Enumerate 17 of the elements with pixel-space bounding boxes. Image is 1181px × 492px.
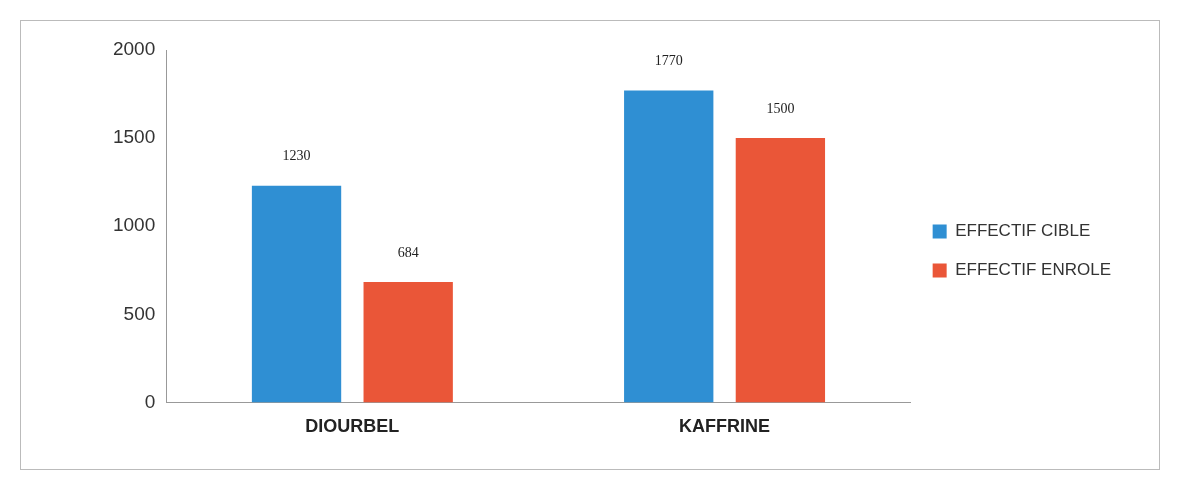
- bar: [363, 281, 453, 403]
- bar: [624, 90, 714, 403]
- legend-label: EFFECTIF ENROLE: [955, 260, 1112, 280]
- legend-label: EFFECTIF CIBLE: [955, 221, 1091, 241]
- y-tick-label: 1000: [112, 214, 156, 236]
- y-tick-label: 1500: [112, 126, 156, 148]
- bar: [735, 138, 826, 403]
- y-tick-label: 500: [123, 302, 156, 324]
- data-label: 1230: [282, 148, 311, 164]
- x-tick-label: KAFFRINE: [679, 416, 771, 437]
- y-tick-label: 0: [144, 390, 156, 412]
- x-tick-label: DIOURBEL: [305, 416, 400, 437]
- data-label: 1500: [766, 100, 795, 116]
- y-tick-label: 2000: [112, 38, 156, 60]
- data-label: 684: [397, 244, 419, 260]
- data-label: 1770: [654, 53, 683, 69]
- bar: [251, 185, 342, 403]
